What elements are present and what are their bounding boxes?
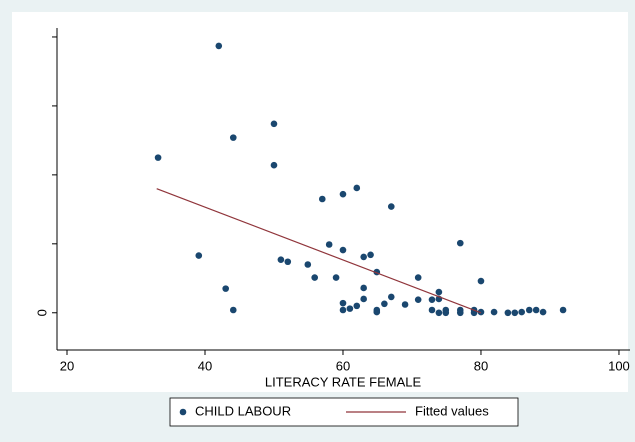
point [222,285,229,292]
point [490,308,498,316]
point [284,258,292,266]
point [360,253,367,261]
x-tick-label: 40 [198,358,212,373]
point [414,296,422,303]
point [373,308,381,316]
point [401,301,409,308]
point [270,120,278,128]
x-tick-label: 80 [474,358,488,373]
point [332,274,340,281]
point [360,295,367,303]
point [367,251,374,259]
point [339,299,347,307]
point [270,161,278,169]
point [311,274,318,281]
fitted-line [156,188,482,314]
x-axis-title: LITERACY RATE FEMALE [265,374,422,389]
point [414,274,422,281]
point [381,300,388,308]
point [360,284,367,292]
point [435,288,443,296]
x-tick-label: 20 [60,358,74,373]
point [215,42,223,50]
point [442,309,450,317]
point [195,252,203,259]
legend [169,397,519,427]
point [525,306,533,314]
plot-region [12,12,628,392]
point [559,306,567,314]
point [229,306,237,314]
point [353,302,361,310]
point [154,154,162,161]
point [456,309,464,317]
point [353,184,361,192]
point [339,306,347,314]
legend-label: CHILD LABOUR [195,403,291,418]
point [504,309,512,317]
point [304,261,312,268]
point [456,239,464,247]
point [539,308,547,316]
point [477,308,485,316]
point [318,195,326,203]
point [387,293,395,301]
point [325,241,333,248]
point [346,305,354,312]
x-tick-label: 60 [336,358,350,373]
point [435,309,443,317]
point [387,203,395,210]
y-tick-label: 0 [34,309,49,316]
point [277,256,285,263]
point [428,306,436,314]
point [518,308,525,316]
point [339,190,347,198]
point [511,309,519,317]
point [532,306,540,314]
x-tick-label: 100 [608,358,630,373]
point [428,296,436,303]
point [477,277,485,285]
legend-marker [179,408,187,416]
point [229,134,237,141]
point [339,246,347,254]
legend-label: Fitted values [415,403,489,418]
